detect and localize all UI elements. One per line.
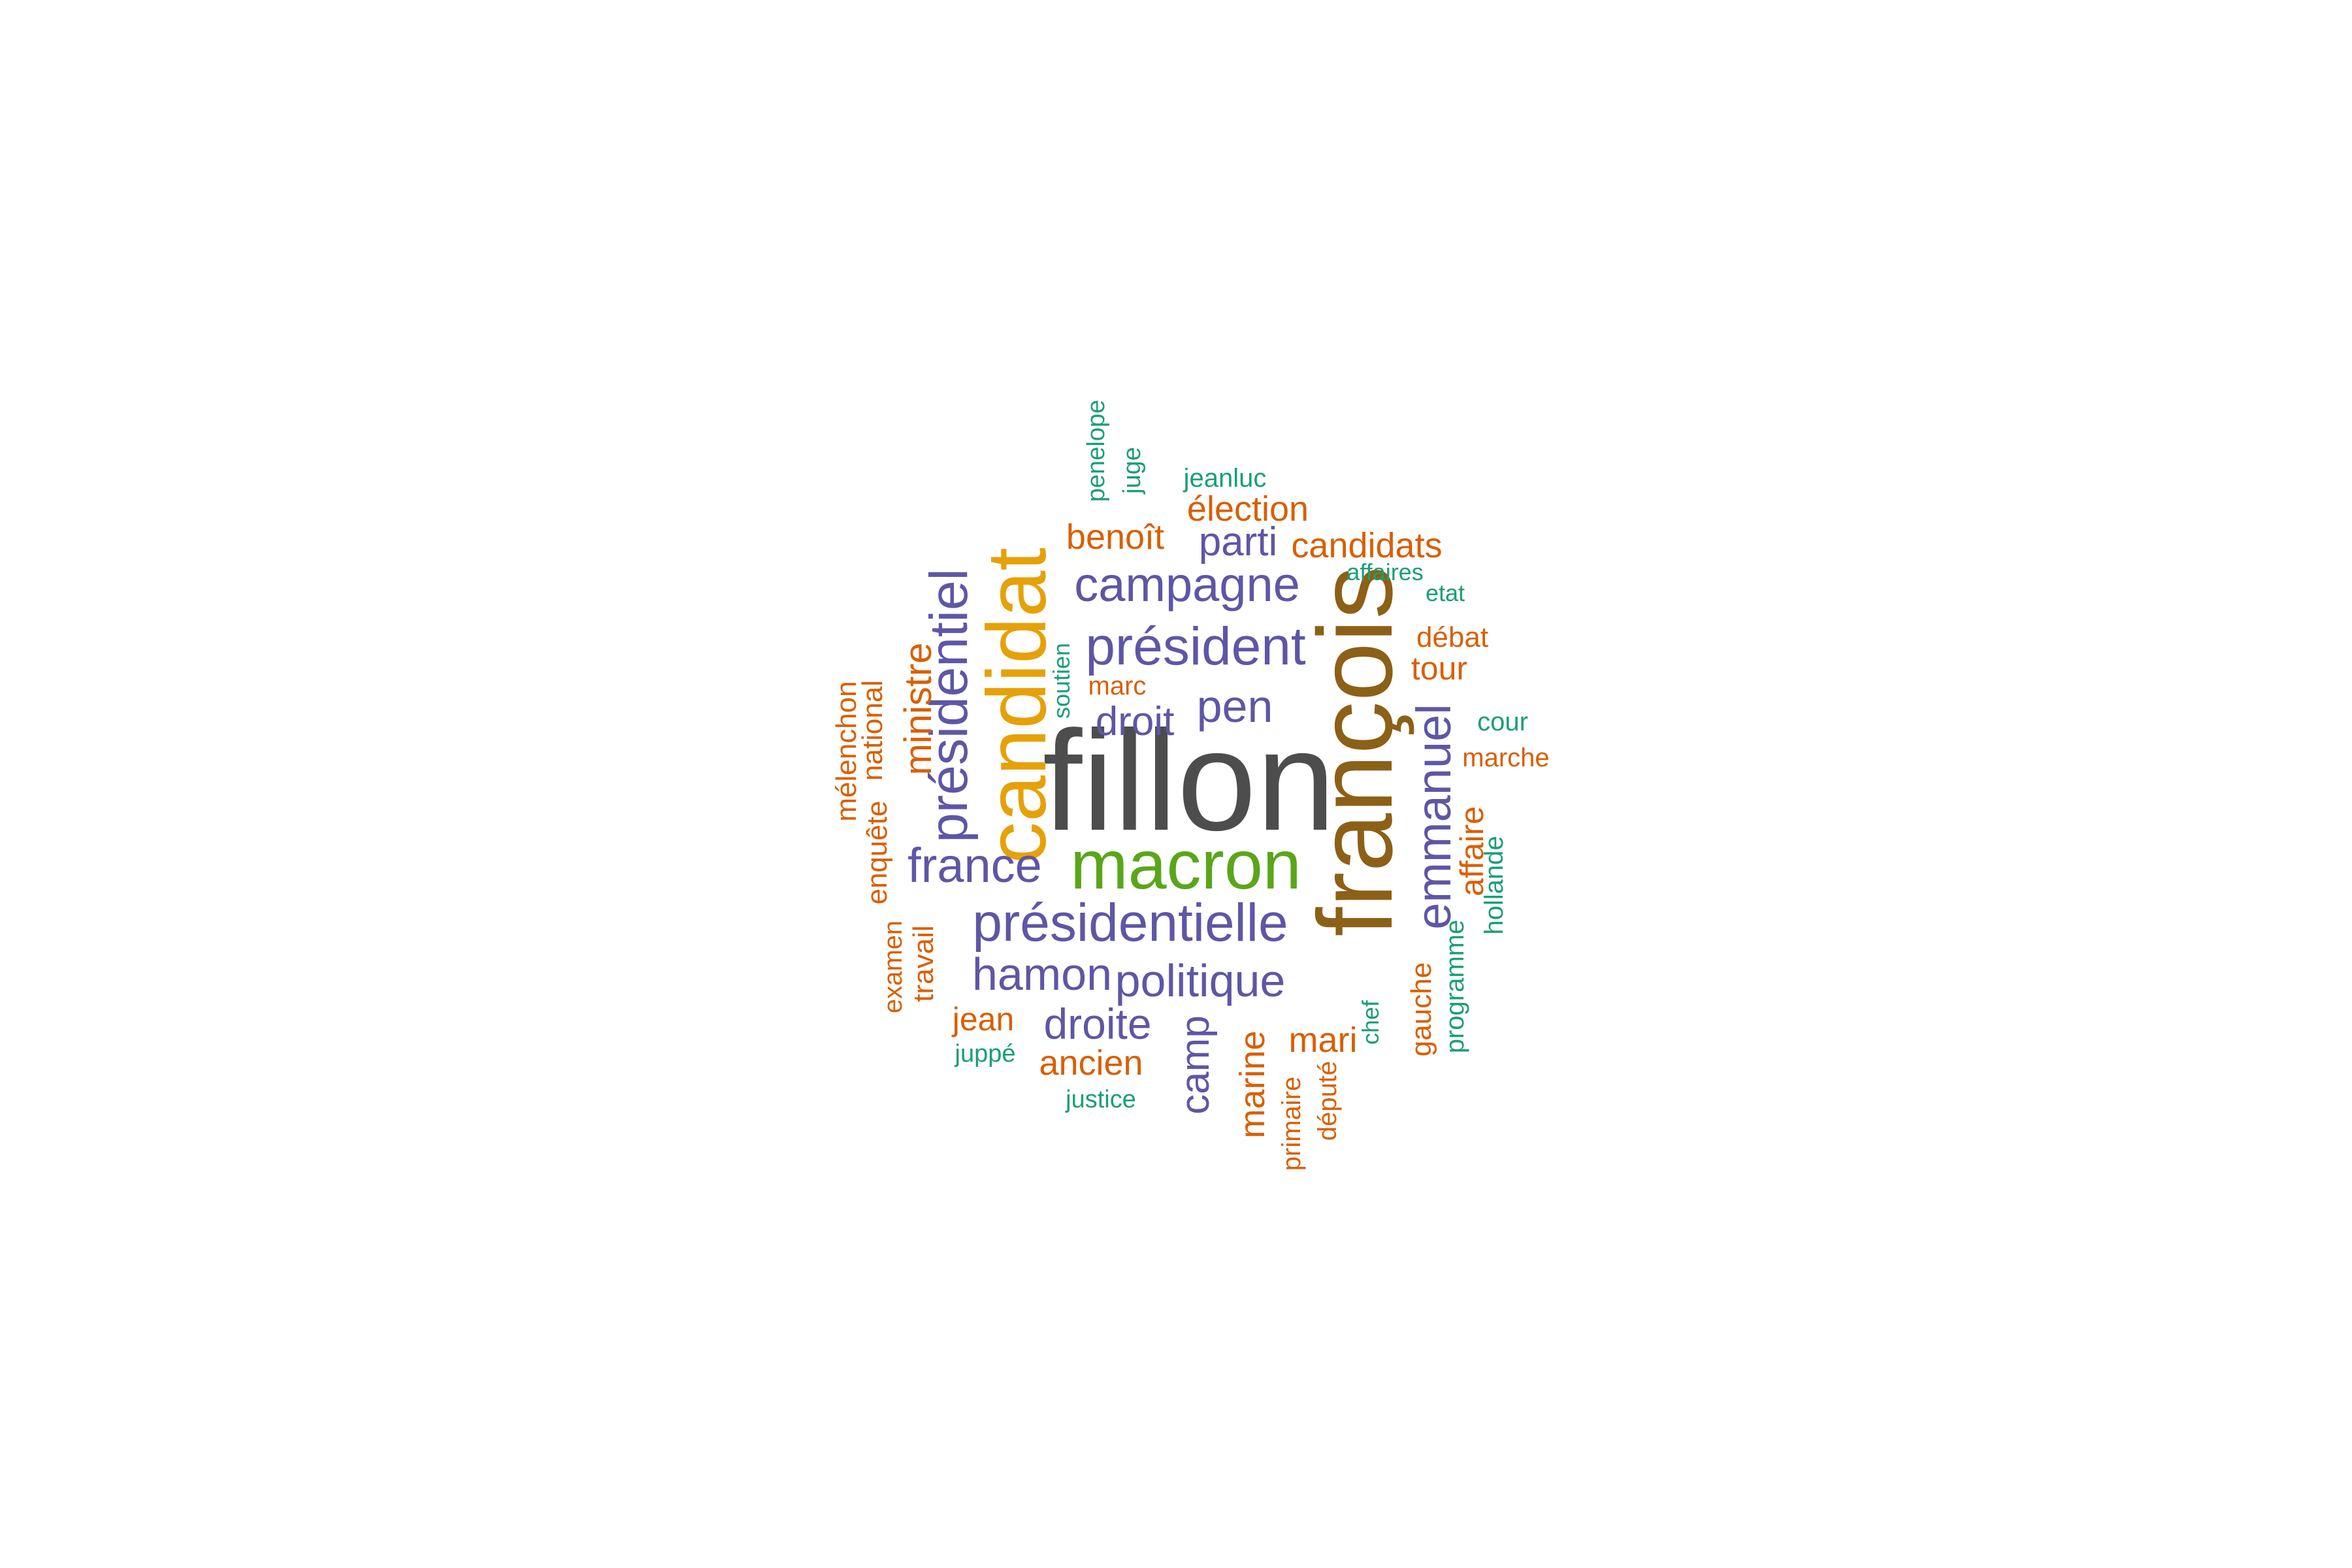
- word-ancien: ancien: [1039, 1043, 1143, 1083]
- word-france: france: [907, 838, 1042, 892]
- word-jeanluc: jeanluc: [1183, 464, 1267, 493]
- word-fillon: fillon: [1043, 702, 1335, 860]
- word-camp: camp: [1173, 1015, 1218, 1115]
- word-etat: etat: [1426, 580, 1465, 606]
- word-campagne: campagne: [1074, 557, 1300, 612]
- word-juppé: juppé: [955, 1040, 1016, 1068]
- word-cour: cour: [1477, 708, 1528, 736]
- word-soutien: soutien: [1048, 643, 1075, 719]
- word-gauche: gauche: [1405, 962, 1437, 1056]
- word-marine: marine: [1233, 1030, 1272, 1138]
- word-emmanuel: emmanuel: [1407, 704, 1461, 930]
- word-hamon: hamon: [972, 949, 1112, 1000]
- word-débat: débat: [1416, 621, 1488, 653]
- word-françois: françois: [1296, 566, 1414, 936]
- word-primaire: primaire: [1277, 1077, 1306, 1171]
- word-juge: juge: [1119, 447, 1146, 495]
- word-tour: tour: [1411, 650, 1467, 687]
- word-présidentiel: présidentiel: [919, 568, 979, 842]
- word-affaires: affaires: [1347, 559, 1423, 585]
- word-enquête: enquête: [861, 800, 893, 904]
- word-député: député: [1313, 1061, 1342, 1141]
- word-ministre: ministre: [897, 642, 939, 775]
- word-chef: chef: [1357, 1000, 1384, 1045]
- word-justice: justice: [1065, 1086, 1136, 1113]
- word-élection: élection: [1187, 489, 1309, 529]
- word-jean: jean: [951, 1001, 1015, 1037]
- word-travail: travail: [907, 925, 939, 1002]
- word-affaire: affaire: [1454, 806, 1490, 896]
- word-mélenchon: mélenchon: [830, 681, 862, 821]
- word-programme: programme: [1441, 920, 1469, 1054]
- words-layer: fillonfrançoiscandidatmacronprésidentiel…: [830, 400, 1550, 1171]
- word-hollande: hollande: [1480, 836, 1509, 934]
- word-mari: mari: [1289, 1021, 1358, 1060]
- word-marche: marche: [1462, 743, 1549, 772]
- word-droite: droite: [1043, 1000, 1151, 1048]
- word-parti: parti: [1199, 519, 1278, 564]
- word-benoît: benoît: [1066, 517, 1164, 557]
- word-national: national: [857, 680, 889, 781]
- word-président: président: [1085, 617, 1306, 676]
- word-examen: examen: [879, 921, 907, 1013]
- word-politique: politique: [1115, 955, 1286, 1006]
- word-présidentielle: présidentielle: [972, 893, 1288, 953]
- word-candidat: candidat: [970, 547, 1064, 864]
- word-candidats: candidats: [1291, 526, 1442, 565]
- word-macron: macron: [1070, 826, 1301, 904]
- word-pen: pen: [1197, 681, 1273, 732]
- word-droit: droit: [1096, 699, 1175, 744]
- word-penelope: penelope: [1083, 400, 1110, 502]
- word-marc: marc: [1088, 672, 1147, 700]
